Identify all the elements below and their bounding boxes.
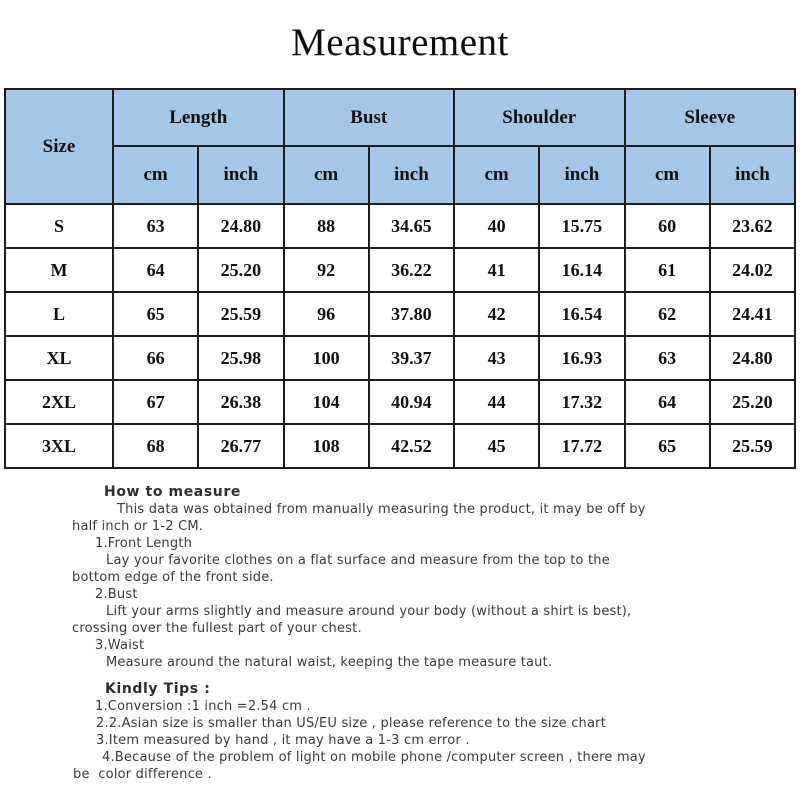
- measurement-value: 61: [623, 247, 711, 293]
- measurement-value: 25.20: [197, 247, 285, 293]
- table-row: 3XL 68 26.77 108 42.52 45 17.72 65 25.59: [4, 423, 797, 469]
- measurement-value: 68: [111, 423, 200, 469]
- note-line: half inch or 1-2 CM.: [72, 519, 204, 534]
- notes-section: How to measure This data was obtained fr…: [0, 484, 800, 783]
- how-to-measure-lines: This data was obtained from manually mea…: [0, 501, 800, 671]
- group-header-shoulder: Shoulder: [453, 88, 626, 147]
- measurement-value: 17.32: [538, 379, 626, 425]
- note-line: This data was obtained from manually mea…: [117, 502, 646, 517]
- measurement-value: 25.20: [708, 379, 797, 425]
- measurement-value: 17.72: [538, 423, 626, 469]
- note-line: bottom edge of the front side.: [72, 570, 274, 585]
- note-line: 1.Front Length: [95, 536, 193, 551]
- size-label: M: [4, 247, 114, 293]
- kindly-tips-heading: Kindly Tips :: [105, 681, 211, 697]
- measurement-value: 39.37: [367, 335, 456, 381]
- unit-header-row: cm inch cm inch cm inch cm inch: [5, 145, 797, 205]
- measurement-value: 36.22: [367, 247, 456, 293]
- unit-header-shoulder-inch: inch: [538, 145, 626, 205]
- kindly-tips-lines: 1.Conversion :1 inch =2.54 cm . 2.2.Asian…: [0, 698, 800, 783]
- unit-header-bust-cm: cm: [282, 145, 370, 205]
- table-row: 2XL 67 26.38 104 40.94 44 17.32 64 25.20: [4, 379, 797, 425]
- measurement-value: 40.94: [367, 379, 456, 425]
- size-label: S: [4, 203, 114, 249]
- measurement-value: 24.80: [197, 203, 285, 249]
- size-label: XL: [4, 335, 114, 381]
- measurement-value: 26.77: [197, 423, 285, 469]
- note-line: 3.Item measured by hand , it may have a …: [96, 733, 470, 748]
- measurement-value: 16.93: [538, 335, 626, 381]
- measurement-value: 25.98: [197, 335, 285, 381]
- measurement-value: 60: [623, 203, 711, 249]
- page-title: Measurement: [291, 21, 509, 64]
- group-header-row: Size Length Bust Shoulder Sleeve: [4, 88, 796, 205]
- measurement-value: 45: [452, 423, 541, 469]
- note-line: be color difference .: [73, 767, 212, 782]
- how-to-measure-heading: How to measure: [104, 484, 241, 500]
- measurement-value: 40: [452, 203, 541, 249]
- measurement-value: 96: [282, 291, 370, 337]
- note-line: 1.Conversion :1 inch =2.54 cm .: [95, 699, 311, 714]
- measurement-value: 42.52: [367, 423, 456, 469]
- size-column-header: Size: [4, 88, 114, 205]
- measurement-value: 104: [282, 379, 370, 425]
- measurement-value: 16.14: [538, 247, 626, 293]
- measurement-value: 25.59: [708, 423, 797, 469]
- group-header-bust: Bust: [282, 88, 455, 147]
- measurement-value: 24.80: [708, 335, 797, 381]
- note-line: 2.Bust: [95, 587, 138, 602]
- note-line: Lift your arms slightly and measure arou…: [106, 604, 632, 619]
- size-label: L: [4, 291, 114, 337]
- note-line: crossing over the fullest part of your c…: [72, 621, 362, 636]
- group-header-sleeve: Sleeve: [623, 88, 796, 147]
- size-chart-table: Size Length Bust Shoulder Sleeve cm inch…: [4, 88, 797, 469]
- measurement-value: 65: [623, 423, 711, 469]
- measurement-value: 67: [111, 379, 200, 425]
- measurement-value: 62: [623, 291, 711, 337]
- size-label: 3XL: [4, 423, 114, 469]
- table-row: XL 66 25.98 100 39.37 43 16.93 63 24.80: [4, 335, 797, 381]
- measurement-value: 24.41: [708, 291, 797, 337]
- table-row: L 65 25.59 96 37.80 42 16.54 62 24.41: [4, 291, 797, 337]
- measurement-value: 41: [452, 247, 541, 293]
- measurement-value: 63: [111, 203, 200, 249]
- measurement-value: 15.75: [538, 203, 626, 249]
- measurement-value: 23.62: [708, 203, 797, 249]
- size-label: 2XL: [4, 379, 114, 425]
- unit-header-length-cm: cm: [111, 145, 200, 205]
- note-line: Measure around the natural waist, keepin…: [106, 655, 553, 670]
- measurement-value: 34.65: [367, 203, 456, 249]
- measurement-value: 43: [452, 335, 541, 381]
- table-row: S 63 24.80 88 34.65 40 15.75 60 23.62: [4, 203, 797, 249]
- measurement-value: 108: [282, 423, 370, 469]
- note-line: 3.Waist: [95, 638, 145, 653]
- measurement-value: 100: [282, 335, 370, 381]
- measurement-value: 64: [111, 247, 200, 293]
- measurement-value: 24.02: [708, 247, 797, 293]
- note-line: 2.2.Asian size is smaller than US/EU siz…: [96, 716, 606, 731]
- measurement-value: 37.80: [367, 291, 456, 337]
- measurement-value: 26.38: [197, 379, 285, 425]
- table-row: M 64 25.20 92 36.22 41 16.14 61 24.02: [4, 247, 797, 293]
- measurement-value: 42: [452, 291, 541, 337]
- measurement-value: 44: [452, 379, 541, 425]
- measurement-value: 25.59: [197, 291, 285, 337]
- group-header-length: Length: [112, 88, 285, 147]
- unit-header-length-inch: inch: [197, 145, 285, 205]
- unit-header-shoulder-cm: cm: [452, 145, 541, 205]
- size-chart-body: S 63 24.80 88 34.65 40 15.75 60 23.62 M 64 25.20 92 3…: [4, 203, 797, 469]
- unit-header-sleeve-inch: inch: [708, 145, 797, 205]
- measurement-value: 63: [623, 335, 711, 381]
- measurement-value: 88: [282, 203, 370, 249]
- measurement-value: 65: [111, 291, 200, 337]
- measurement-value: 64: [623, 379, 711, 425]
- measurement-value: 66: [111, 335, 200, 381]
- measurement-value: 92: [282, 247, 370, 293]
- unit-header-sleeve-cm: cm: [623, 145, 711, 205]
- measurement-value: 16.54: [538, 291, 626, 337]
- note-line: Lay your favorite clothes on a flat surf…: [106, 553, 610, 568]
- unit-header-bust-inch: inch: [367, 145, 456, 205]
- note-line: 4.Because of the problem of light on mob…: [102, 750, 646, 765]
